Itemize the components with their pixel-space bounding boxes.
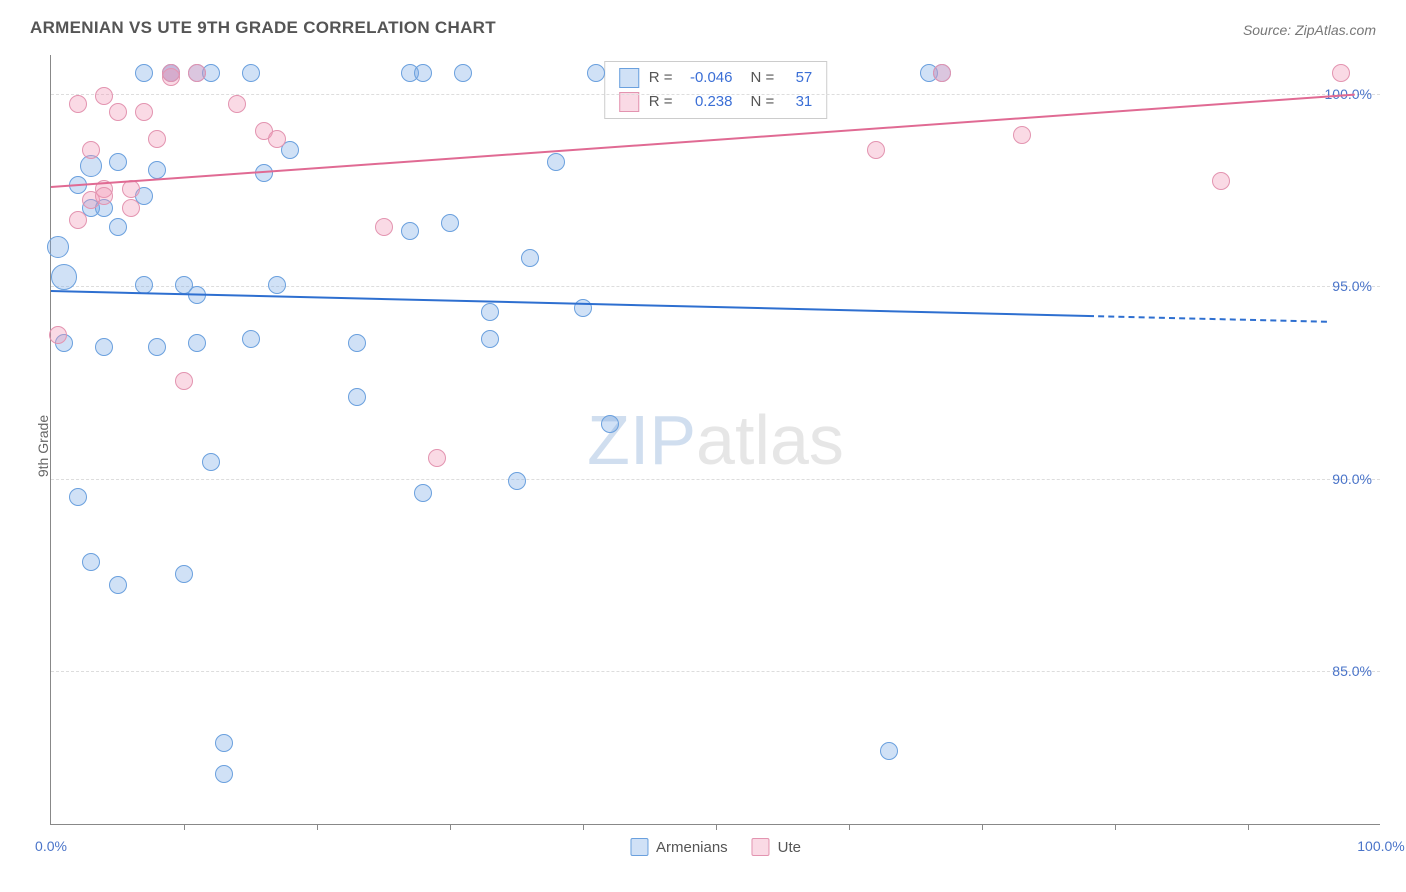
data-point (521, 249, 539, 267)
data-point (228, 95, 246, 113)
data-point (148, 161, 166, 179)
data-point (481, 330, 499, 348)
data-point (148, 130, 166, 148)
data-point (215, 765, 233, 783)
data-point (508, 472, 526, 490)
data-point (47, 236, 69, 258)
x-tick (1248, 824, 1249, 830)
data-point (82, 141, 100, 159)
y-axis-label: 9th Grade (35, 415, 51, 477)
series-swatch (619, 92, 639, 112)
data-point (202, 453, 220, 471)
data-point (135, 103, 153, 121)
data-point (215, 734, 233, 752)
gridline (51, 479, 1380, 480)
x-axis-legend: Armenians Ute (630, 838, 801, 856)
stats-legend-box: R =-0.046N =57R =0.238N =31 (604, 61, 828, 119)
data-point (51, 264, 77, 290)
data-point (69, 95, 87, 113)
scatter-plot-area: ZIPatlas R =-0.046N =57R =0.238N =31 Arm… (50, 55, 1380, 825)
data-point (188, 334, 206, 352)
data-point (348, 388, 366, 406)
data-point (109, 576, 127, 594)
data-point (175, 565, 193, 583)
data-point (242, 64, 260, 82)
data-point (268, 276, 286, 294)
data-point (601, 415, 619, 433)
data-point (49, 326, 67, 344)
trend-line-dashed (1088, 315, 1327, 323)
data-point (95, 187, 113, 205)
data-point (69, 488, 87, 506)
legend-swatch (752, 838, 770, 856)
legend-label: Armenians (656, 839, 728, 856)
data-point (109, 153, 127, 171)
data-point (1013, 126, 1031, 144)
legend-label: Ute (778, 839, 801, 856)
y-tick-label: 95.0% (1332, 278, 1372, 294)
x-tick-label: 100.0% (1357, 838, 1404, 854)
y-tick-label: 90.0% (1332, 471, 1372, 487)
data-point (547, 153, 565, 171)
data-point (109, 103, 127, 121)
gridline (51, 286, 1380, 287)
legend-swatch (630, 838, 648, 856)
x-tick (583, 824, 584, 830)
data-point (454, 64, 472, 82)
legend-item: Ute (752, 838, 801, 856)
gridline (51, 671, 1380, 672)
data-point (428, 449, 446, 467)
chart-title: ARMENIAN VS UTE 9TH GRADE CORRELATION CH… (30, 18, 496, 38)
data-point (414, 64, 432, 82)
data-point (69, 211, 87, 229)
data-point (401, 222, 419, 240)
x-tick (184, 824, 185, 830)
data-point (162, 64, 180, 82)
data-point (867, 141, 885, 159)
stat-r-value: -0.046 (683, 66, 733, 90)
data-point (1212, 172, 1230, 190)
data-point (242, 330, 260, 348)
x-tick (982, 824, 983, 830)
x-tick (317, 824, 318, 830)
data-point (348, 334, 366, 352)
data-point (135, 64, 153, 82)
data-point (122, 199, 140, 217)
trend-line (51, 290, 1088, 317)
stats-row: R = -0.046 N = 57 (619, 66, 813, 90)
data-point (95, 87, 113, 105)
x-tick (849, 824, 850, 830)
stat-r-label: R = (649, 66, 673, 90)
data-point (268, 130, 286, 148)
x-tick (716, 824, 717, 830)
x-tick (450, 824, 451, 830)
data-point (95, 338, 113, 356)
series-swatch (619, 68, 639, 88)
data-point (175, 372, 193, 390)
data-point (441, 214, 459, 232)
data-point (880, 742, 898, 760)
data-point (933, 64, 951, 82)
data-point (481, 303, 499, 321)
x-tick (1115, 824, 1116, 830)
data-point (109, 218, 127, 236)
gridline (51, 94, 1380, 95)
source-attribution: Source: ZipAtlas.com (1243, 22, 1376, 38)
stat-n-value: 57 (784, 66, 812, 90)
stat-n-label: N = (751, 66, 775, 90)
data-point (414, 484, 432, 502)
data-point (375, 218, 393, 236)
data-point (148, 338, 166, 356)
x-tick-label: 0.0% (35, 838, 67, 854)
data-point (587, 64, 605, 82)
data-point (82, 553, 100, 571)
watermark: ZIPatlas (587, 400, 844, 480)
data-point (188, 64, 206, 82)
y-tick-label: 85.0% (1332, 663, 1372, 679)
data-point (1332, 64, 1350, 82)
legend-item: Armenians (630, 838, 728, 856)
